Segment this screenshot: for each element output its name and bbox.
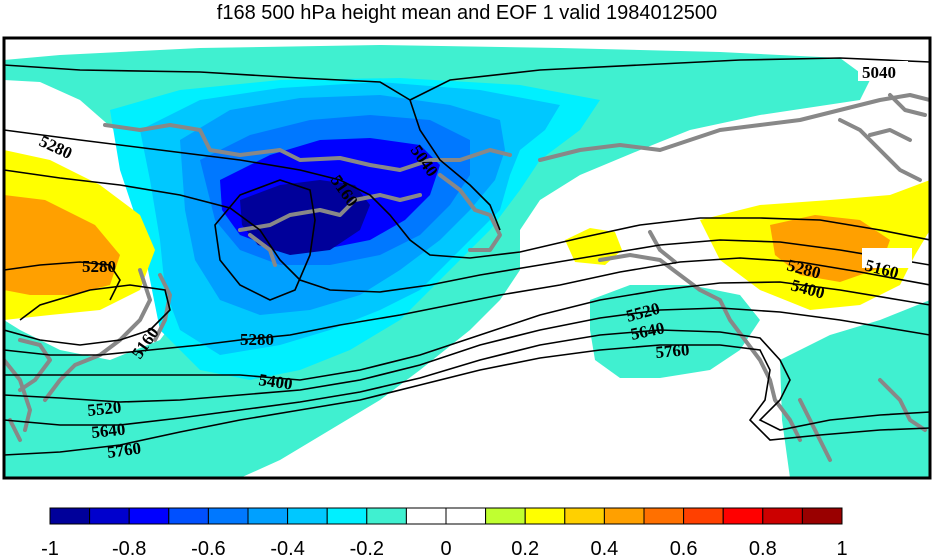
colorbar-swatch xyxy=(722,507,764,525)
colorbar-tick-label: 0.8 xyxy=(749,538,777,558)
contour-layer xyxy=(4,57,930,456)
coastline-mexico-2 xyxy=(798,398,832,462)
coastline-alaska xyxy=(438,173,502,252)
contour-label: 5520 xyxy=(86,398,122,420)
coastline-asia-north xyxy=(103,123,512,172)
contour-label: 5040 xyxy=(862,63,896,82)
contour-label-bg-1 xyxy=(862,248,912,268)
contour-5520 xyxy=(4,307,930,403)
contour-5280-south xyxy=(4,257,930,356)
colorbar-swatch xyxy=(564,507,605,525)
colorbar-swatch xyxy=(247,507,289,525)
coastline-arctic-islands-2 xyxy=(868,93,927,142)
contour-5040 xyxy=(4,57,930,231)
contour-label: 5280 xyxy=(240,330,274,349)
coastline-na-inner xyxy=(648,230,677,264)
colorbar-tick-label: 0.4 xyxy=(590,538,618,558)
coastline-layer xyxy=(4,93,930,462)
coastline-mexico xyxy=(878,378,927,432)
contour-5160-north xyxy=(4,129,930,259)
colorbar-swatch xyxy=(49,507,91,525)
coastline-asia-east xyxy=(43,268,152,402)
shade-orange-west xyxy=(4,195,120,295)
contour-5640 xyxy=(4,329,930,431)
colorbar-tick-label: 0.2 xyxy=(511,538,539,558)
contour-label-bg-0 xyxy=(858,61,908,81)
colorbar-swatch xyxy=(683,507,724,525)
colorbar-swatch xyxy=(762,507,803,525)
colorbar-swatch xyxy=(643,507,685,525)
colorbar-tick-label: -0.8 xyxy=(112,538,146,558)
contour-5160-core xyxy=(214,179,316,301)
map-title: f168 500 hPa height mean and EOF 1 valid… xyxy=(216,2,718,24)
coastline-na-west xyxy=(598,253,802,442)
coastline-kamchatka xyxy=(238,193,422,232)
colorbar-swatch xyxy=(366,507,407,525)
contour-label: 5400 xyxy=(257,370,293,394)
contour-5400 xyxy=(4,281,930,381)
colorbar-swatch xyxy=(485,507,526,525)
map-frame xyxy=(2,36,932,480)
contour-label: 5640 xyxy=(90,420,126,442)
contour-5760 xyxy=(4,344,930,456)
contour-5280-north xyxy=(4,169,930,293)
colorbar-tick-label: -0.4 xyxy=(270,538,304,558)
colorbar-swatch xyxy=(207,507,249,525)
contour-5160-west xyxy=(4,284,171,346)
colorbar-swatch xyxy=(287,507,328,525)
colorbar-swatch xyxy=(524,507,566,525)
coastline-okhotsk xyxy=(248,233,277,267)
coastline-korea xyxy=(18,338,52,392)
shade-dark-blue-core xyxy=(240,180,370,255)
colorbar-tick-label: 0.6 xyxy=(670,538,698,558)
shade-yellow-east-small xyxy=(565,228,622,265)
colorbar-swatch xyxy=(326,507,368,525)
colorbar-swatch xyxy=(801,507,843,525)
colorbar-swatch xyxy=(405,507,447,525)
colorbar: -1 -0.8 -0.6 -0.4 -0.2 0 0.2 0.4 0.6 0.8 1 xyxy=(41,507,848,558)
coastline-sakhalin xyxy=(153,273,172,342)
coastline-bering xyxy=(538,93,930,162)
coastline-arctic-islands xyxy=(838,118,922,182)
colorbar-tick-label: 0 xyxy=(440,538,451,558)
colorbar-tick-label: -1 xyxy=(41,538,59,558)
colorbar-tick-label: 1 xyxy=(836,538,847,558)
colorbar-tick-label: -0.6 xyxy=(191,538,225,558)
coastline-japan xyxy=(4,358,32,442)
colorbar-swatch xyxy=(603,507,645,525)
colorbar-swatch xyxy=(445,507,487,525)
contour-label: 5760 xyxy=(655,340,691,362)
colorbar-swatch xyxy=(168,507,209,525)
colorbar-swatch xyxy=(89,507,130,525)
colorbar-tick-label: -0.2 xyxy=(350,538,384,558)
colorbar-swatch xyxy=(128,507,170,525)
contour-label: 5760 xyxy=(106,438,142,462)
contour-label: 5280 xyxy=(82,257,116,276)
contour-5280-west xyxy=(4,261,121,301)
